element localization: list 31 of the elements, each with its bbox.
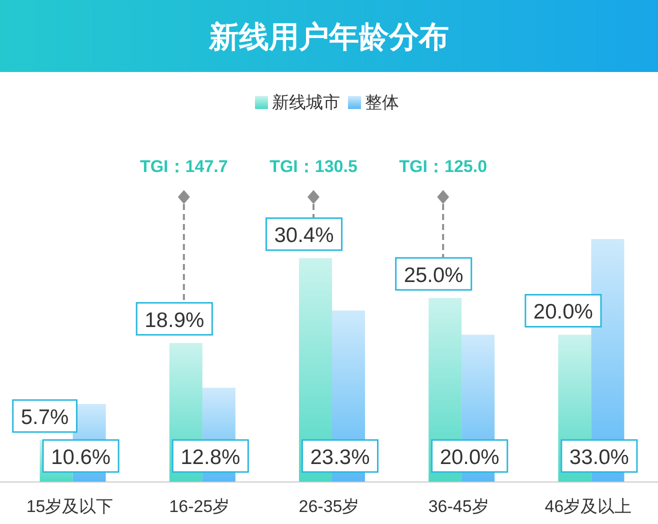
data-label: 30.4% bbox=[274, 224, 334, 248]
x-tick-label: 46岁及以上 bbox=[544, 497, 632, 516]
text: TGI：147.7 bbox=[140, 157, 228, 176]
data-label: 10.6% bbox=[51, 446, 111, 469]
label: 33.0% bbox=[560, 439, 638, 473]
data-label: 18.9% bbox=[144, 308, 204, 332]
data-label: 20.0% bbox=[533, 300, 593, 324]
data-label: 33.0% bbox=[569, 446, 629, 469]
legend-label: 新线城市 bbox=[272, 93, 340, 112]
x-tick-label: 15岁及以下 bbox=[26, 497, 114, 516]
label: 23.3% bbox=[301, 439, 379, 473]
text: TGI：125.0 bbox=[399, 157, 488, 176]
label: 12.8% bbox=[172, 439, 249, 473]
x-tick-label: 36-45岁 bbox=[428, 497, 489, 516]
label: 20.0% bbox=[524, 294, 602, 328]
data-label: 12.8% bbox=[180, 446, 240, 469]
legend-label: 整体 bbox=[365, 93, 399, 112]
label: 18.9% bbox=[136, 302, 213, 336]
label: 5.7% bbox=[12, 399, 78, 433]
x-tick-label: 26-35岁 bbox=[298, 497, 360, 516]
x-tick-label: 16-25岁 bbox=[169, 497, 230, 516]
label: 20.0% bbox=[431, 439, 508, 473]
data-label: 20.0% bbox=[440, 446, 500, 469]
label: 10.6% bbox=[42, 439, 120, 473]
label: 25.0% bbox=[395, 257, 472, 291]
data-label: 5.7% bbox=[20, 406, 69, 430]
label: 30.4% bbox=[265, 217, 343, 251]
text: TGI：130.5 bbox=[270, 157, 358, 176]
chart-title: 新线用户年龄分布 bbox=[208, 20, 449, 54]
data-label: 23.3% bbox=[310, 446, 370, 469]
data-label: 25.0% bbox=[404, 264, 464, 287]
